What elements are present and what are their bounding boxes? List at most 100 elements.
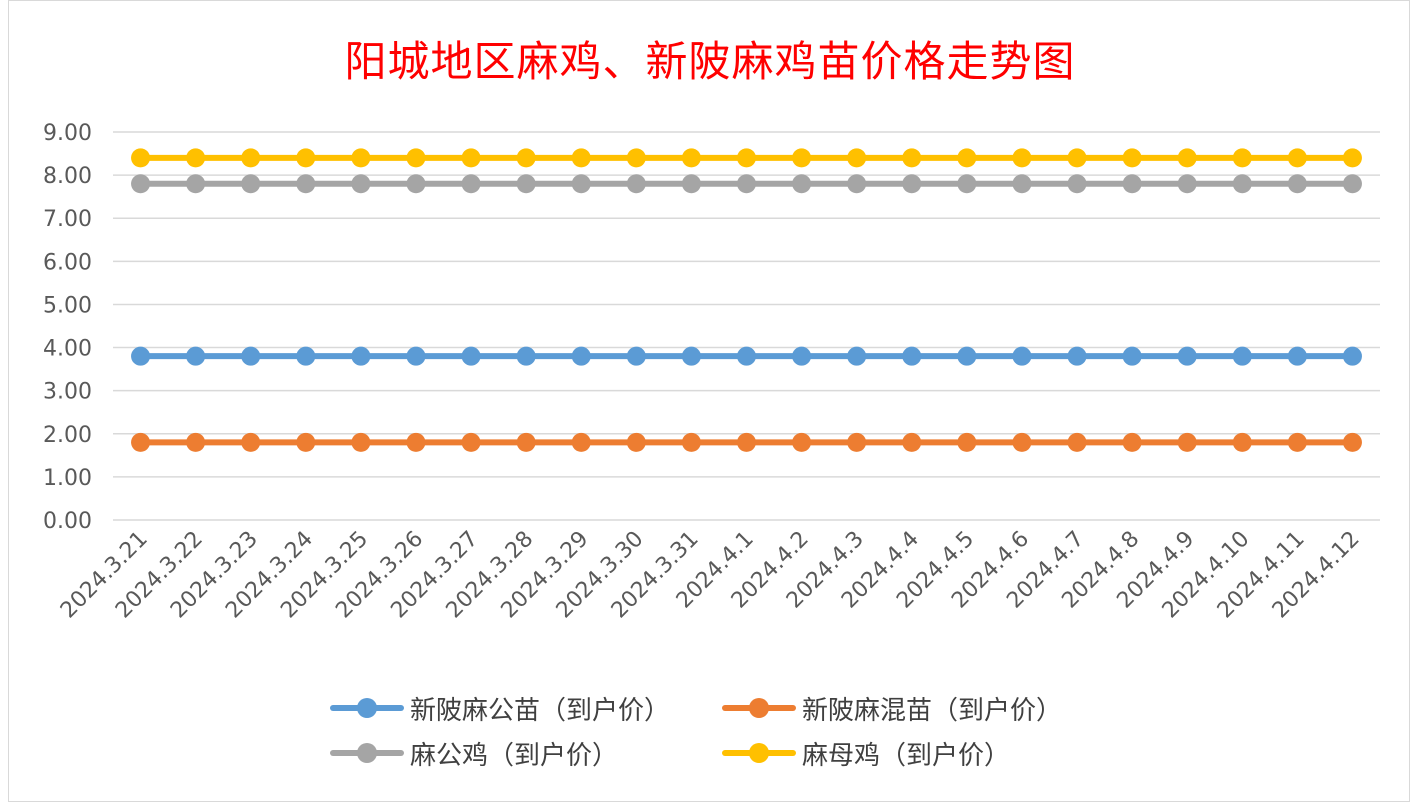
data-point (847, 174, 867, 194)
data-point (516, 174, 536, 194)
data-point (571, 346, 591, 366)
data-point (1122, 346, 1142, 366)
data-point (792, 174, 812, 194)
y-tick-label: 9.00 (43, 121, 92, 146)
data-point (186, 432, 206, 452)
data-point (186, 174, 206, 194)
data-point (131, 432, 151, 452)
y-tick-label: 1.00 (43, 466, 92, 491)
data-point (571, 148, 591, 168)
data-point (737, 148, 756, 168)
data-point (681, 174, 701, 194)
data-point (351, 432, 371, 452)
data-point (1012, 432, 1032, 452)
data-point (1342, 346, 1362, 366)
data-point (957, 148, 977, 168)
data-point (241, 148, 261, 168)
data-point (681, 148, 701, 168)
data-point (131, 148, 151, 168)
data-point (516, 346, 536, 366)
data-point (461, 148, 481, 168)
data-point (1067, 346, 1087, 366)
data-point (681, 432, 701, 452)
data-point (1232, 148, 1252, 168)
data-point (406, 148, 426, 168)
data-point (792, 148, 812, 168)
data-point (1232, 346, 1252, 366)
data-point (902, 432, 922, 452)
data-point (406, 432, 426, 452)
data-point (186, 148, 206, 168)
legend-item-series-2[interactable]: 新陂麻混苗（到户价） (722, 688, 1062, 728)
data-point (461, 174, 481, 194)
data-point (626, 346, 646, 366)
data-point (847, 432, 867, 452)
data-point (241, 432, 261, 452)
data-point (847, 346, 867, 366)
data-point (296, 174, 316, 194)
data-point (296, 148, 316, 168)
data-point (1232, 174, 1252, 194)
data-point (406, 346, 426, 366)
data-point (1342, 432, 1362, 452)
data-point (792, 432, 812, 452)
y-tick-label: 0.00 (43, 509, 92, 534)
data-point (847, 148, 867, 168)
chart-frame (8, 0, 1410, 802)
data-point (1287, 174, 1307, 194)
data-point (737, 174, 756, 194)
data-point (516, 148, 536, 168)
data-point (1067, 148, 1087, 168)
data-point (626, 174, 646, 194)
data-point (186, 346, 206, 366)
legend-item-series-1[interactable]: 新陂麻公苗（到户价） (330, 688, 670, 728)
legend-marker (330, 688, 404, 728)
legend-label: 麻母鸡（到户价） (802, 740, 1011, 771)
data-point (131, 346, 151, 366)
data-point (1122, 432, 1142, 452)
data-point (902, 346, 922, 366)
data-point (957, 432, 977, 452)
legend-label: 麻公鸡（到户价） (410, 740, 619, 771)
data-point (902, 148, 922, 168)
data-point (1012, 148, 1032, 168)
data-point (241, 346, 261, 366)
data-point (1342, 148, 1362, 168)
chart-title: 阳城地区麻鸡、新陂麻鸡苗价格走势图 (344, 37, 1076, 86)
data-point (1067, 174, 1087, 194)
legend-marker (330, 733, 404, 773)
data-point (1287, 148, 1307, 168)
data-point (1122, 148, 1142, 168)
data-point (131, 174, 151, 194)
legend-item-series-4[interactable]: 麻母鸡（到户价） (722, 733, 1010, 773)
data-point (1177, 346, 1197, 366)
data-point (626, 432, 646, 452)
data-point (1012, 174, 1032, 194)
legend-item-series-3[interactable]: 麻公鸡（到户价） (330, 733, 618, 773)
data-point (351, 346, 371, 366)
data-point (351, 174, 371, 194)
data-point (1067, 432, 1087, 452)
data-point (681, 346, 701, 366)
data-point (461, 346, 481, 366)
y-tick-label: 5.00 (43, 293, 92, 318)
data-point (1232, 432, 1252, 452)
legend-label: 新陂麻混苗（到户价） (802, 695, 1063, 726)
data-point (1177, 432, 1197, 452)
data-point (1177, 174, 1197, 194)
data-point (241, 174, 261, 194)
data-point (957, 346, 977, 366)
legend-marker (722, 733, 796, 773)
data-point (1287, 432, 1307, 452)
data-point (1342, 174, 1362, 194)
data-point (792, 346, 812, 366)
data-point (737, 432, 756, 452)
data-point (571, 174, 591, 194)
data-point (1012, 346, 1032, 366)
data-point (516, 432, 536, 452)
data-point (406, 174, 426, 194)
y-tick-label: 8.00 (43, 164, 92, 189)
data-point (296, 432, 316, 452)
data-point (1177, 148, 1197, 168)
data-point (351, 148, 371, 168)
